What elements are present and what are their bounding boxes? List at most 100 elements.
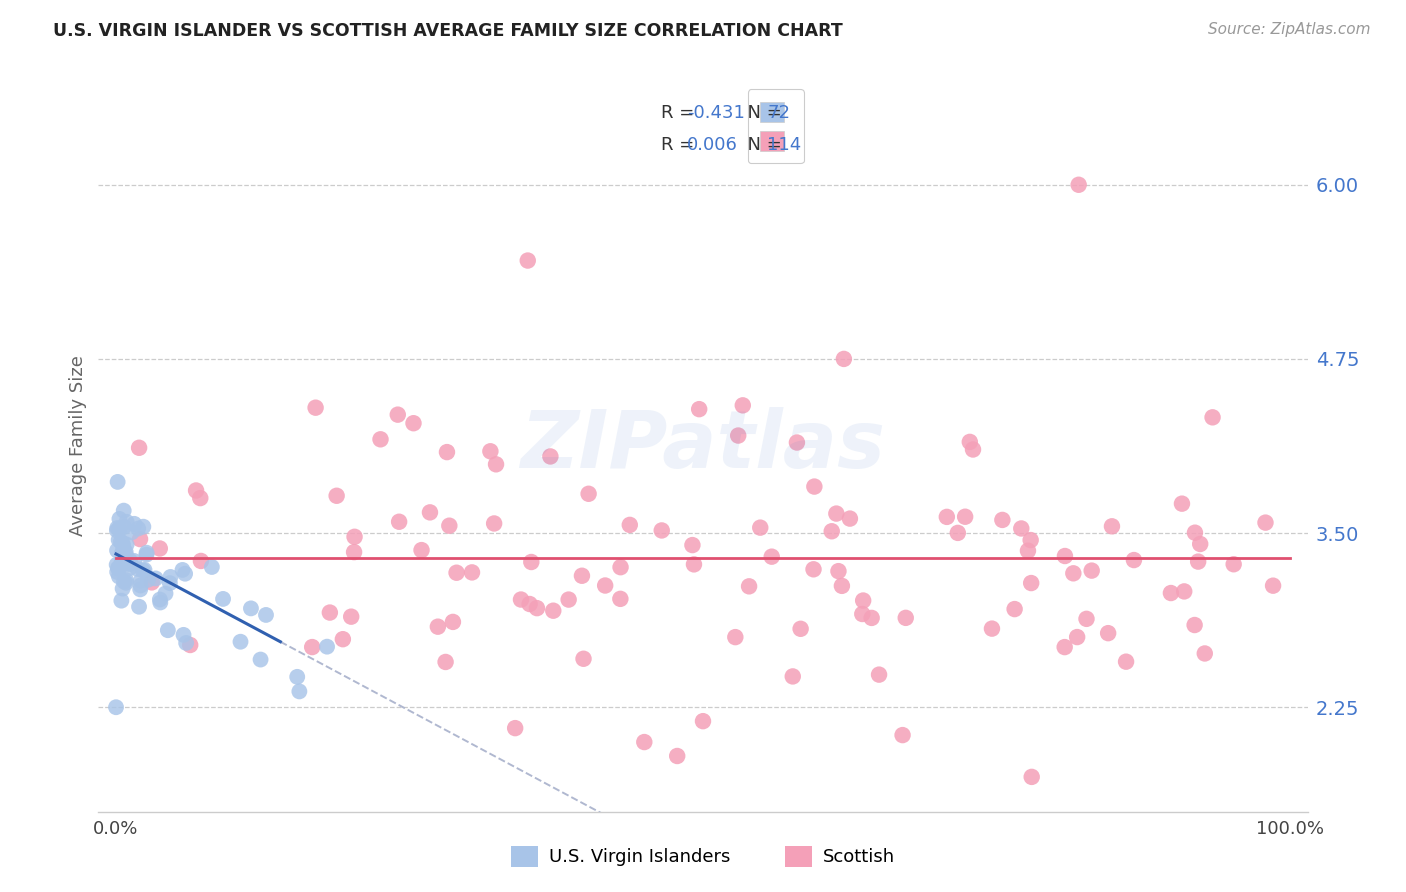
Point bbox=[411, 543, 433, 558]
Point bbox=[115, 515, 138, 529]
Point bbox=[935, 509, 957, 524]
Text: Source: ZipAtlas.com: Source: ZipAtlas.com bbox=[1208, 22, 1371, 37]
Point bbox=[159, 576, 181, 591]
Point bbox=[149, 592, 172, 607]
Point bbox=[692, 714, 714, 728]
Point bbox=[285, 670, 308, 684]
Point bbox=[112, 503, 135, 517]
Point bbox=[174, 636, 197, 650]
Point bbox=[1115, 655, 1137, 669]
Point bbox=[402, 416, 425, 430]
Point bbox=[1080, 564, 1102, 578]
Point bbox=[388, 515, 411, 529]
Point bbox=[325, 489, 347, 503]
Point bbox=[105, 521, 128, 535]
Point bbox=[122, 516, 145, 531]
Point bbox=[1010, 521, 1032, 535]
Point bbox=[118, 554, 141, 568]
Point bbox=[738, 579, 761, 593]
Point bbox=[482, 516, 505, 531]
Point bbox=[107, 533, 129, 547]
Point bbox=[343, 530, 366, 544]
Text: 72: 72 bbox=[768, 104, 790, 122]
Point bbox=[319, 606, 342, 620]
Point bbox=[288, 684, 311, 698]
Point bbox=[1222, 558, 1244, 572]
Point bbox=[129, 582, 152, 597]
Point bbox=[593, 578, 616, 592]
Point bbox=[112, 520, 135, 534]
Point bbox=[118, 561, 141, 575]
Point bbox=[1053, 640, 1076, 654]
Point bbox=[789, 622, 811, 636]
Point bbox=[1101, 519, 1123, 533]
Point bbox=[172, 563, 194, 577]
Point bbox=[212, 591, 235, 606]
Point bbox=[543, 604, 565, 618]
Point bbox=[108, 569, 131, 583]
Point bbox=[827, 564, 849, 578]
Point bbox=[724, 630, 747, 644]
Point bbox=[479, 444, 502, 458]
Point bbox=[832, 351, 855, 366]
Point bbox=[1122, 553, 1144, 567]
Point bbox=[851, 607, 873, 621]
Point bbox=[868, 667, 890, 681]
Point bbox=[155, 586, 177, 600]
Point bbox=[1189, 537, 1212, 551]
Point bbox=[1067, 178, 1090, 192]
Point bbox=[731, 398, 754, 412]
Point bbox=[831, 579, 853, 593]
Point bbox=[1184, 618, 1206, 632]
Point bbox=[249, 652, 271, 666]
Point bbox=[105, 700, 128, 714]
Point bbox=[115, 555, 138, 569]
Point bbox=[838, 511, 860, 525]
Point bbox=[510, 592, 533, 607]
Text: N =: N = bbox=[735, 104, 787, 122]
Text: U.S. VIRGIN ISLANDER VS SCOTTISH AVERAGE FAMILY SIZE CORRELATION CHART: U.S. VIRGIN ISLANDER VS SCOTTISH AVERAGE… bbox=[53, 22, 844, 40]
Point bbox=[609, 560, 631, 574]
Point bbox=[190, 554, 212, 568]
Point bbox=[114, 545, 136, 559]
Point bbox=[1017, 543, 1039, 558]
Point bbox=[782, 669, 804, 683]
Point bbox=[803, 562, 825, 576]
Point bbox=[110, 534, 132, 549]
Point bbox=[852, 593, 875, 607]
Point bbox=[128, 599, 150, 614]
Point bbox=[503, 721, 526, 735]
Point bbox=[343, 545, 366, 559]
Point bbox=[821, 524, 844, 539]
Point bbox=[134, 563, 156, 577]
Point bbox=[115, 537, 138, 551]
Point bbox=[633, 735, 655, 749]
Point bbox=[419, 505, 441, 519]
Point bbox=[761, 549, 783, 564]
Point bbox=[114, 557, 136, 571]
Point bbox=[434, 655, 457, 669]
Point bbox=[1194, 647, 1216, 661]
Text: 0.006: 0.006 bbox=[688, 136, 738, 153]
Point bbox=[1019, 533, 1042, 547]
Point bbox=[683, 558, 706, 572]
Point bbox=[136, 573, 159, 587]
Point bbox=[727, 428, 749, 442]
Point bbox=[184, 483, 207, 498]
Point bbox=[441, 615, 464, 629]
Point bbox=[1254, 516, 1277, 530]
Point bbox=[174, 566, 197, 581]
Point bbox=[526, 601, 548, 615]
Point bbox=[135, 548, 157, 562]
Point bbox=[118, 557, 141, 571]
Point bbox=[127, 521, 149, 535]
Point bbox=[107, 475, 129, 489]
Point bbox=[557, 592, 579, 607]
Point bbox=[1173, 584, 1195, 599]
Point bbox=[803, 479, 825, 493]
Point bbox=[1004, 602, 1026, 616]
Point bbox=[860, 611, 883, 625]
Point bbox=[436, 445, 458, 459]
Point bbox=[304, 401, 326, 415]
Text: 114: 114 bbox=[768, 136, 801, 153]
